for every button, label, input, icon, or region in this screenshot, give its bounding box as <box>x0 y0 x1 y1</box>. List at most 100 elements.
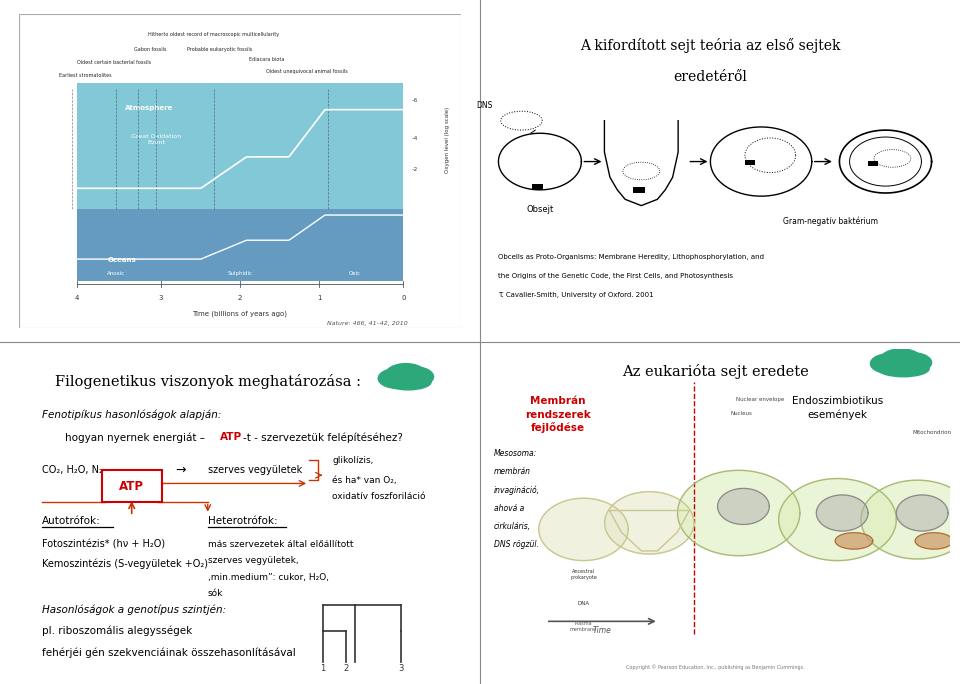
Ellipse shape <box>877 360 929 377</box>
Text: –6: –6 <box>412 98 419 103</box>
Text: Oldest certain bacterial fossils: Oldest certain bacterial fossils <box>77 60 151 65</box>
Ellipse shape <box>396 367 434 386</box>
Bar <box>745 159 756 165</box>
Ellipse shape <box>894 353 931 373</box>
Polygon shape <box>539 498 628 561</box>
Text: Hitherto oldest record of macroscopic multicellularity: Hitherto oldest record of macroscopic mu… <box>148 31 279 37</box>
Text: Oxic: Oxic <box>348 271 361 276</box>
Text: sók: sók <box>207 589 223 598</box>
Bar <box>633 187 644 193</box>
Text: Atmosphere: Atmosphere <box>125 105 174 111</box>
Text: Oldest unequivocal animal fossils: Oldest unequivocal animal fossils <box>267 70 348 75</box>
Bar <box>532 184 543 190</box>
Text: szerves vegyületek: szerves vegyületek <box>207 465 302 475</box>
Text: →: → <box>176 464 186 477</box>
Text: Nucleus: Nucleus <box>731 410 752 415</box>
Text: 2: 2 <box>238 295 242 301</box>
Ellipse shape <box>385 364 426 386</box>
Polygon shape <box>605 492 694 554</box>
Polygon shape <box>835 533 873 549</box>
Text: Mesosoma:: Mesosoma: <box>494 449 538 458</box>
Text: Gabon fossils: Gabon fossils <box>134 47 166 53</box>
Text: 2: 2 <box>344 663 348 672</box>
Ellipse shape <box>378 369 415 389</box>
Text: Membrán: Membrán <box>530 396 586 406</box>
Text: invagináció,: invagináció, <box>494 485 540 495</box>
Text: Obcells as Proto-Organisms: Membrane Heredity, Lithophosphorylation, and: Obcells as Proto-Organisms: Membrane Her… <box>498 254 764 260</box>
Text: 1: 1 <box>321 663 325 672</box>
Text: CO₂, H₂O, N₂: CO₂, H₂O, N₂ <box>42 465 103 475</box>
Polygon shape <box>678 471 800 555</box>
Text: pl. riboszomális alegysségek: pl. riboszomális alegysségek <box>42 626 192 636</box>
Text: 4: 4 <box>75 295 79 301</box>
Polygon shape <box>816 495 868 531</box>
Text: –2: –2 <box>412 167 419 172</box>
Text: ATP: ATP <box>119 479 144 492</box>
FancyBboxPatch shape <box>77 209 403 281</box>
Polygon shape <box>861 480 960 559</box>
Text: Fenotipíkus hasonlóságok alapján:: Fenotipíkus hasonlóságok alapján: <box>42 409 221 420</box>
Text: DNS: DNS <box>476 101 492 110</box>
Text: Az eukarióta sejt eredete: Az eukarióta sejt eredete <box>622 365 808 380</box>
Polygon shape <box>897 495 948 531</box>
FancyBboxPatch shape <box>102 471 161 501</box>
Text: Hasonlóságok a genotípus szintjén:: Hasonlóságok a genotípus szintjén: <box>42 605 226 615</box>
Text: és ha* van O₂,: és ha* van O₂, <box>332 475 396 485</box>
Text: 3: 3 <box>158 295 163 301</box>
Text: 0: 0 <box>401 295 406 301</box>
Text: Gram-negatív baktérium: Gram-negatív baktérium <box>782 217 877 226</box>
Text: ahová a: ahová a <box>494 503 524 512</box>
Text: Filogenetikus viszonyok meghatározása :: Filogenetikus viszonyok meghatározása : <box>55 374 361 389</box>
Text: Anoxic: Anoxic <box>108 271 126 276</box>
Ellipse shape <box>871 354 908 373</box>
Text: Fotoszintézis* (hν + H₂O): Fotoszintézis* (hν + H₂O) <box>42 539 165 549</box>
Text: Kemoszintézis (S-vegyületek +O₂): Kemoszintézis (S-vegyületek +O₂) <box>42 559 208 569</box>
Text: fehérjéi gén szekvenciáinak összehasonlításával: fehérjéi gén szekvenciáinak összehasonlí… <box>42 647 296 658</box>
Text: Time: Time <box>593 626 612 635</box>
Text: –4: –4 <box>412 135 419 140</box>
Text: glikolízis,: glikolízis, <box>332 456 373 465</box>
Text: ‚min.medium”: cukor, H₂O,: ‚min.medium”: cukor, H₂O, <box>207 573 328 581</box>
Text: 3: 3 <box>398 663 404 672</box>
Polygon shape <box>915 533 952 549</box>
Text: A kifordított sejt teória az első sejtek: A kifordított sejt teória az első sejtek <box>580 38 841 53</box>
Text: 1: 1 <box>317 295 322 301</box>
Text: Plasma
membrane: Plasma membrane <box>570 621 597 632</box>
Polygon shape <box>779 479 897 561</box>
Text: Sulphidic: Sulphidic <box>228 271 252 276</box>
Ellipse shape <box>879 349 923 372</box>
Text: Endoszimbiotikus: Endoszimbiotikus <box>792 396 883 406</box>
Text: DNS rögzül.: DNS rögzül. <box>494 540 539 549</box>
Text: Ancestral
prokaryote: Ancestral prokaryote <box>570 569 597 579</box>
Text: Ediacara biota: Ediacara biota <box>249 57 284 62</box>
Text: más szervezetek által előállított: más szervezetek által előállított <box>207 540 353 549</box>
Text: membrán: membrán <box>494 467 531 477</box>
Text: Oceans: Oceans <box>108 257 136 263</box>
Text: rendszerek: rendszerek <box>525 410 590 419</box>
Text: the Origins of the Genetic Code, the First Cells, and Photosynthesis: the Origins of the Genetic Code, the Fir… <box>498 273 733 279</box>
Text: Mitochondrion: Mitochondrion <box>912 430 951 435</box>
Polygon shape <box>717 488 769 525</box>
Text: oxidatív foszforiláció: oxidatív foszforiláció <box>332 492 425 501</box>
Text: fejlődése: fejlődése <box>531 422 585 433</box>
Bar <box>868 161 878 166</box>
Text: Probable eukaryotic fossils: Probable eukaryotic fossils <box>187 47 252 53</box>
Text: Earliest stromatolites: Earliest stromatolites <box>59 73 111 77</box>
Text: szerves vegyületek,: szerves vegyületek, <box>207 556 299 565</box>
Text: -t - szervezetük felépítéséhez?: -t - szervezetük felépítéséhez? <box>243 432 402 443</box>
Text: események: események <box>807 409 868 420</box>
FancyBboxPatch shape <box>77 83 403 209</box>
Text: Nuclear envelope: Nuclear envelope <box>735 397 784 402</box>
Text: hogyan nyernek energiát –: hogyan nyernek energiát – <box>65 432 208 443</box>
Text: Heterotrófok:: Heterotrófok: <box>207 516 277 526</box>
Text: T. Cavalier-Smith, University of Oxford. 2001: T. Cavalier-Smith, University of Oxford.… <box>498 292 654 298</box>
Text: Obsejt: Obsejt <box>526 205 554 214</box>
Text: Time (billions of years ago): Time (billions of years ago) <box>193 311 287 317</box>
Text: Oxygen level (log scale): Oxygen level (log scale) <box>445 107 450 172</box>
Text: cirkuláris,: cirkuláris, <box>494 522 531 531</box>
Text: Great Oxidation
Event: Great Oxidation Event <box>131 134 181 145</box>
Text: ATP: ATP <box>220 432 242 443</box>
Text: Nature: 466, 41–42, 2010: Nature: 466, 41–42, 2010 <box>327 321 408 326</box>
Text: DNA: DNA <box>577 601 589 606</box>
Text: Copyright © Pearson Education, Inc., publishing as Benjamin Cummings.: Copyright © Pearson Education, Inc., pub… <box>626 664 804 670</box>
